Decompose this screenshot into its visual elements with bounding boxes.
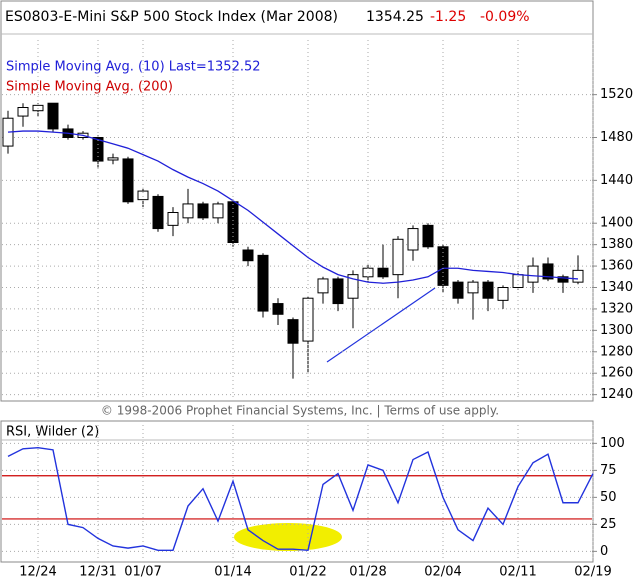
candle-body (572, 269, 584, 283)
candle-body (317, 278, 329, 294)
candle-body (452, 281, 464, 299)
rsi-title: RSI, Wilder (2) (6, 425, 99, 440)
y-tick-label: 1320 (600, 301, 633, 316)
candle-body (167, 212, 179, 226)
legend-entry: Simple Moving Avg. (10) Last=1352.52 (6, 60, 261, 75)
x-tick-label: 01/07 (124, 565, 161, 580)
price-change-pct: -0.09% (480, 9, 530, 25)
rsi-line (7, 446, 594, 552)
candle-body (17, 107, 29, 117)
candle-body (302, 297, 314, 342)
y-tick-label: 1520 (600, 87, 633, 102)
candle-body (152, 195, 164, 230)
x-tick-label: 01/28 (349, 565, 386, 580)
candle-body (407, 228, 419, 251)
y-tick-label: 1360 (600, 259, 633, 274)
candle-body (287, 319, 299, 344)
moving-average (7, 130, 579, 284)
candle-body (557, 276, 569, 283)
candle-body (227, 201, 239, 244)
candle-body (332, 278, 344, 305)
candle-body (47, 102, 59, 130)
candle-body (182, 203, 194, 219)
highlight-ellipse (234, 523, 342, 551)
candle-body (242, 249, 254, 262)
x-tick-label: 02/04 (424, 565, 461, 580)
candle-body (422, 224, 434, 248)
y-tick-label: 1480 (600, 130, 633, 145)
y-tick-label: 1300 (600, 323, 633, 338)
candle-body (527, 265, 539, 283)
y-tick-label: 1260 (600, 366, 633, 381)
candle-body (137, 190, 149, 201)
y-tick-label: 1440 (600, 173, 633, 188)
x-tick-label: 12/24 (19, 565, 56, 580)
candle-body (437, 246, 449, 286)
y-tick-label: 1240 (600, 387, 633, 402)
candle-body (392, 238, 404, 276)
candle-body (482, 281, 494, 299)
candle-body (467, 281, 479, 294)
y-tick-label: 1280 (600, 344, 633, 359)
candle-body (272, 303, 284, 315)
candle-body (542, 263, 554, 280)
y-tick-label: 75 (600, 463, 617, 478)
candle-body (122, 158, 134, 203)
last-price: 1354.25 (366, 9, 424, 25)
trend-line (326, 287, 436, 363)
candle-body (107, 157, 119, 161)
candle-body (497, 287, 509, 301)
candle-body (377, 267, 389, 278)
y-tick-label: 1380 (600, 237, 633, 252)
price-change: -1.25 (430, 9, 466, 25)
copyright: © 1998-2006 Prophet Financial Systems, I… (101, 404, 499, 418)
candle-body (347, 274, 359, 299)
x-tick-label: 12/31 (79, 565, 116, 580)
y-tick-label: 1340 (600, 280, 633, 295)
x-tick-label: 01/14 (214, 565, 251, 580)
candle-body (257, 254, 269, 312)
legend-entry: Simple Moving Avg. (200) (6, 80, 173, 95)
candle-body (212, 203, 224, 219)
x-tick-label: 02/19 (574, 565, 611, 580)
candle-body (197, 203, 209, 219)
candle-body (92, 137, 104, 162)
x-tick-label: 01/22 (289, 565, 326, 580)
y-tick-label: 50 (600, 490, 617, 505)
y-tick-label: 1400 (600, 216, 633, 231)
y-tick-label: 25 (600, 517, 617, 532)
x-tick-label: 02/11 (499, 565, 536, 580)
y-tick-label: 0 (600, 544, 608, 559)
y-tick-label: 100 (600, 436, 625, 451)
chart-title: ES0803-E-Mini S&P 500 Stock Index (Mar 2… (5, 9, 338, 25)
